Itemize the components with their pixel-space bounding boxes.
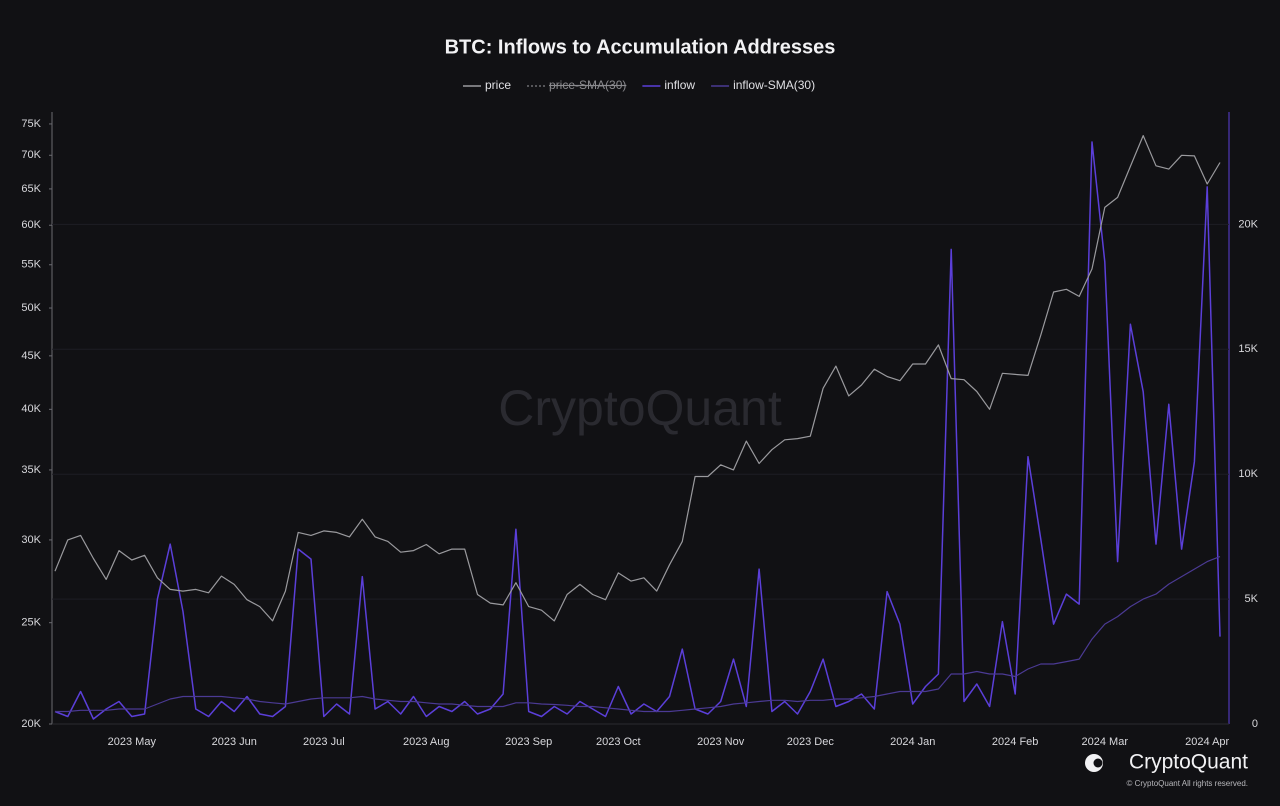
y2-tick-label: 0 [1252,718,1258,730]
brand-logo [1085,754,1103,772]
y-tick-label: 55K [21,259,41,271]
y-tick-label: 45K [21,350,41,362]
x-tick-label: 2024 Mar [1082,736,1129,748]
x-tick-label: 2023 Dec [787,736,835,748]
x-tick-label: 2023 Nov [697,736,745,748]
y-tick-label: 25K [21,617,41,629]
legend: price price-SMA(30) inflow inflow-SMA(30) [463,78,815,92]
y-tick-label: 20K [21,718,41,730]
y2-tick-label: 20K [1238,218,1258,230]
y-tick-label: 35K [21,464,41,476]
y-tick-label: 30K [21,534,41,546]
y2-tick-label: 15K [1238,343,1258,355]
y-tick-label: 60K [21,219,41,231]
footer-copyright: © CryptoQuant All rights reserved. [1127,779,1249,788]
legend-label[interactable]: price-SMA(30) [549,78,626,92]
series-line [54,135,1221,622]
x-tick-label: 2024 Apr [1185,736,1229,748]
x-tick-label: 2023 Jul [303,736,345,748]
x-tick-label: 2023 Sep [505,736,552,748]
y2-tick-label: 5K [1245,593,1259,605]
y-tick-label: 40K [21,403,41,415]
y-tick-label: 65K [21,183,41,195]
y-tick-label: 75K [21,118,41,130]
footer-brand: CryptoQuant [1129,751,1248,774]
y-tick-label: 50K [21,302,41,314]
y2-tick-label: 10K [1238,468,1258,480]
series-line [55,556,1221,713]
x-tick-label: 2023 Aug [403,736,450,748]
logo-icon-cut [1093,758,1103,768]
legend-label[interactable]: inflow [664,78,695,92]
chart-title: BTC: Inflows to Accumulation Addresses [445,36,836,58]
x-tick-label: 2023 May [108,736,157,748]
watermark: CryptoQuant [498,380,782,436]
legend-label[interactable]: inflow-SMA(30) [733,78,815,92]
legend-label[interactable]: price [485,78,511,92]
x-tick-label: 2023 Jun [212,736,257,748]
x-tick-label: 2024 Feb [992,736,1038,748]
x-tick-label: 2023 Oct [596,736,641,748]
y-tick-label: 70K [21,149,41,161]
x-tick-label: 2024 Jan [890,736,935,748]
